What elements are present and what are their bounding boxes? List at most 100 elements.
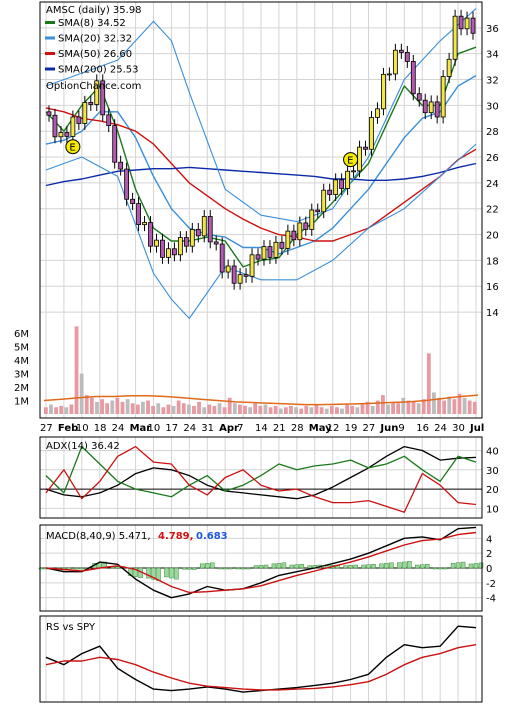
macd-hist-2-0 [74,567,80,570]
macd-hist-9-2 [210,562,215,569]
price-candle-body-9-1 [213,241,219,245]
macd-hist-19-2 [389,562,394,569]
adx-y-tick-1: 30 [486,466,499,477]
price-candle-body-1-2 [76,116,82,124]
volume-bar-13 [110,400,115,414]
volume-bar-16 [125,399,130,414]
price-candle-body-3-0 [100,80,106,116]
volume-bar-3 [59,405,64,414]
macd-hist-20-0 [397,562,402,569]
macd-hist-22-0 [432,567,438,570]
price-candle-body-15-2 [327,189,333,195]
volume-bar-42 [258,405,263,414]
volume-bar-30 [197,401,201,414]
price-candle-body-7-1 [177,237,183,256]
price-candle-body-18-0 [369,117,374,150]
volume-bar-48 [289,405,293,414]
x-tick-14: 28 [291,423,304,434]
x-tick-18: 27 [363,423,376,434]
volume-bar-10 [95,401,99,414]
legend-swatch-0 [45,21,55,24]
macd-hist-14-0 [289,564,295,569]
adx-series-1 [45,445,477,498]
price-candle-body-18-2 [381,73,386,110]
price-candle-body-8-1 [195,228,201,237]
x-tick-6: 10 [148,423,161,434]
macd-value-signal: 4.789, [158,531,193,542]
price-candle-body-4-1 [124,168,130,200]
event-marker-1 [343,152,359,168]
macd-frame [39,524,483,612]
adx-y-tick-0: 40 [486,447,499,458]
volume-bar-76 [432,392,436,414]
macd-hist-18-0 [361,564,366,569]
x-tick-8: 24 [183,423,196,434]
x-tick-3: 18 [94,423,107,434]
macd-hist-19-0 [379,563,384,569]
price-candle-body-14-0 [297,222,303,241]
price-candle-body-18-1 [375,108,380,118]
x-tick-11: 7 [237,423,243,434]
macd-hist-12-2 [263,564,269,569]
macd-hist-5-1 [133,567,138,577]
volume-bar-11 [100,399,104,414]
macd-hist-11-1 [240,567,246,570]
price-y-tick-10: 16 [486,282,499,293]
volume-y-tick-0: 6M [14,329,29,340]
volume-bar-69 [396,403,401,414]
price-candle-body-9-2 [219,243,225,273]
price-candle-body-6-2 [166,248,171,258]
price-y-tick-3: 30 [486,101,499,112]
volume-bar-4 [64,407,69,414]
volume-bar-7 [79,373,84,414]
macd-hist-4-1 [115,566,120,569]
macd-hist-15-0 [307,565,312,569]
legend-label-2: SMA(50) 26.60 [58,49,132,60]
macd-hist-8-1 [187,567,192,570]
volume-bar-38 [238,404,242,414]
price-candle-body-22-1 [446,58,452,77]
volume-bar-31 [202,407,207,414]
price-candle-body-19-0 [387,73,392,76]
volume-bar-19 [141,401,145,414]
volume-bar-5 [69,404,74,414]
adx-y-tick-3: 10 [486,504,499,515]
price-candle-body-10-1 [231,265,237,284]
volume-bar-44 [268,407,273,414]
price-candle-body-23-2 [470,17,476,34]
adx-series-0 [45,445,477,500]
macd-value-hist: 0.683 [196,531,228,542]
volume-y-tick-3: 3M [14,370,29,381]
price-y-tick-2: 32 [486,76,499,87]
macd-y-tick-0: 4 [486,534,492,545]
x-tick-16: 12 [327,423,340,434]
price-candle-body-0-2 [58,132,64,138]
macd-hist-17-1 [348,565,353,569]
macd-hist-6-1 [151,567,156,580]
price-candle-body-0-0 [46,111,52,116]
price-candle-body-21-0 [422,99,428,114]
x-tick-5: Mar [130,423,152,434]
price-series-0 [45,46,477,268]
x-tick-17: 19 [345,423,358,434]
volume-bar-36 [227,397,232,414]
price-candle-body-13-0 [279,241,285,249]
price-candle-body-8-0 [189,228,195,247]
x-tick-0: 27 [40,423,53,434]
volume-bar-55 [324,408,329,414]
volume-bar-15 [120,401,125,414]
macd-y-tick-4: -4 [486,594,496,605]
price-candle-body-15-0 [315,209,321,213]
rs-frame [39,615,483,703]
macd-series-1 [45,531,477,594]
x-tick-10: Apr [219,423,239,434]
macd-hist-10-2 [227,567,233,570]
volume-bar-74 [421,399,426,414]
price-candle-body-3-2 [112,125,118,163]
volume-bar-21 [151,405,156,414]
macd-y-tick-1: 2 [486,549,492,560]
volume-y-tick-4: 2M [14,383,29,394]
price-candle-body-7-0 [172,248,177,256]
price-candle-body-4-0 [118,161,124,170]
price-candle-body-22-2 [452,15,458,60]
